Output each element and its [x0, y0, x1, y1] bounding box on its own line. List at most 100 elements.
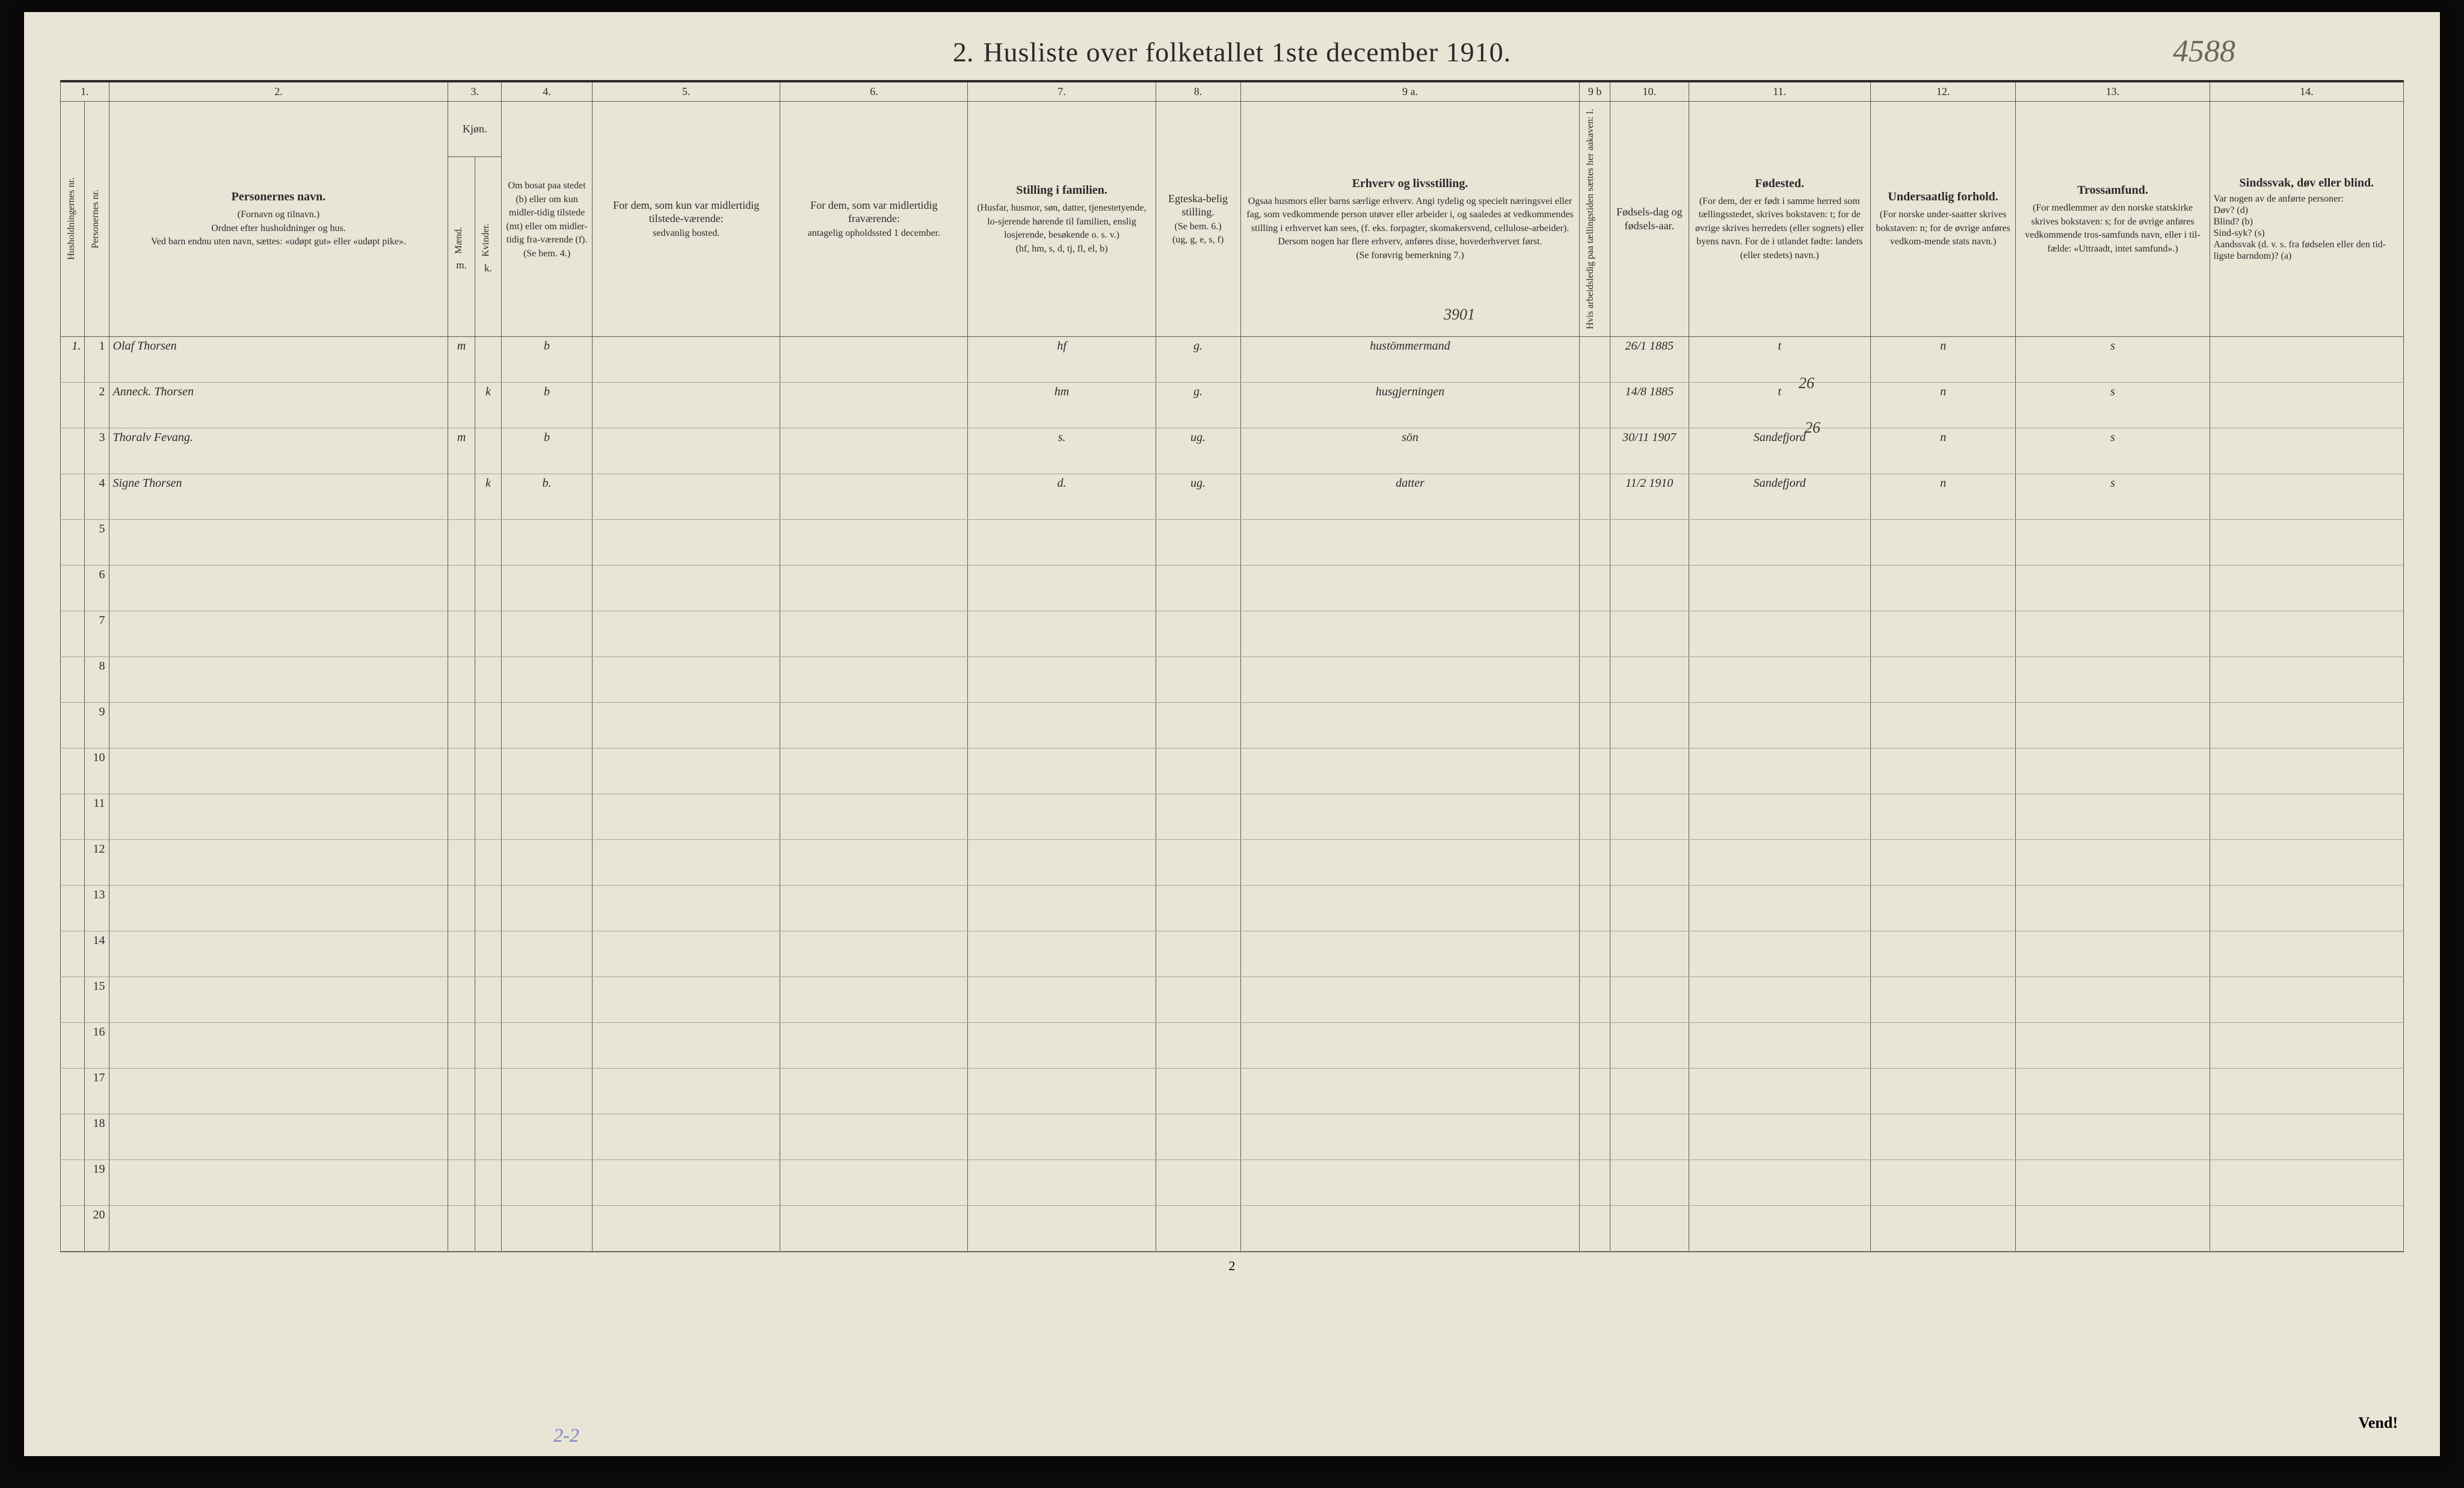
cell-c5 [593, 428, 780, 474]
cell-empty [1610, 977, 1689, 1022]
cell-sex-k [475, 428, 501, 474]
cell-sex-k [475, 336, 501, 382]
cell-empty [1156, 794, 1240, 839]
cell-empty [780, 656, 968, 702]
cell-empty [593, 839, 780, 885]
table-row-empty: 9 [61, 702, 2404, 748]
table-row-empty: 15 [61, 977, 2404, 1022]
cell-empty [593, 702, 780, 748]
colnum-4: 4. [502, 82, 593, 101]
cell-religion: s [2016, 336, 2210, 382]
cell-empty [2210, 1068, 2403, 1114]
cell-empty [780, 794, 968, 839]
cell-unemployed [1580, 336, 1610, 382]
hdr-person-nr: Personernes nr. [85, 101, 109, 336]
cell-empty [1580, 565, 1610, 611]
cell-empty [1580, 977, 1610, 1022]
cell-person-nr: 20 [85, 1205, 109, 1251]
cell-empty [502, 977, 593, 1022]
colnum-5: 5. [593, 82, 780, 101]
cell-empty [475, 931, 501, 977]
cell-empty [1610, 1068, 1689, 1114]
cell-empty [1240, 1205, 1580, 1251]
cell-person-nr: 16 [85, 1022, 109, 1068]
hdr-sex-top: Kjøn. [448, 101, 502, 156]
cell-empty [1689, 1114, 1870, 1159]
cell-empty [2016, 1205, 2210, 1251]
bottom-mark: 2-2 [553, 1424, 579, 1446]
cell-empty [475, 1159, 501, 1205]
cell-empty [1610, 885, 1689, 931]
cell-c5 [593, 382, 780, 428]
cell-c6 [780, 428, 968, 474]
cell-empty [968, 565, 1156, 611]
cell-empty [1156, 1159, 1240, 1205]
handwritten-id: 4588 [2173, 34, 2235, 69]
table-row-empty: 18 [61, 1114, 2404, 1159]
cell-empty [1240, 885, 1580, 931]
cell-empty [780, 1205, 968, 1251]
cell-empty [1610, 611, 1689, 656]
cell-empty [1689, 977, 1870, 1022]
hdr-nationality: Undersaatlig forhold. (For norske under-… [1870, 101, 2016, 336]
cell-person-nr: 19 [85, 1159, 109, 1205]
cell-sex-m [448, 382, 475, 428]
cell-disability [2210, 382, 2403, 428]
table-row-empty: 12 [61, 839, 2404, 885]
cell-empty [2016, 885, 2210, 931]
cell-empty [1580, 702, 1610, 748]
cell-person-nr: 10 [85, 748, 109, 794]
cell-person-nr: 1 [85, 336, 109, 382]
hdr-occupation: Erhverv og livsstilling. Ogsaa husmors e… [1240, 101, 1580, 336]
cell-empty [2210, 519, 2403, 565]
cell-empty [1156, 656, 1240, 702]
table-row-empty: 11 [61, 794, 2404, 839]
cell-empty [61, 977, 85, 1022]
cell-empty [475, 1114, 501, 1159]
cell-empty [475, 839, 501, 885]
cell-person-nr: 11 [85, 794, 109, 839]
hdr-c6: For dem, som var midlertidig fraværende:… [780, 101, 968, 336]
cell-family-pos: hf [968, 336, 1156, 382]
cell-empty [109, 1159, 448, 1205]
cell-residence: b [502, 336, 593, 382]
cell-occupation: husgjerningen [1240, 382, 1580, 428]
cell-empty [968, 1114, 1156, 1159]
cell-person-nr: 15 [85, 977, 109, 1022]
colnum-12: 12. [1870, 82, 2016, 101]
cell-empty [475, 565, 501, 611]
hdr-dob: Fødsels-dag og fødsels-aar. [1610, 101, 1689, 336]
cell-unemployed [1580, 474, 1610, 519]
cell-empty [593, 1068, 780, 1114]
page-title: Husliste over folketallet 1ste december … [983, 37, 1511, 67]
cell-empty [61, 519, 85, 565]
cell-empty [2016, 611, 2210, 656]
cell-empty [1870, 1022, 2016, 1068]
cell-empty [2016, 931, 2210, 977]
cell-empty [968, 1205, 1156, 1251]
cell-empty [448, 1022, 475, 1068]
cell-household-nr: 1. [61, 336, 85, 382]
colnum-11: 11. [1689, 82, 1870, 101]
cell-empty [2210, 565, 2403, 611]
table-row: 4Signe Thorsenkb.d.ug.datter11/2 1910San… [61, 474, 2404, 519]
cell-empty [593, 611, 780, 656]
cell-empty [1156, 977, 1240, 1022]
cell-empty [1156, 885, 1240, 931]
cell-disability [2210, 428, 2403, 474]
cell-empty [109, 1114, 448, 1159]
cell-empty [448, 702, 475, 748]
cell-name: Signe Thorsen [109, 474, 448, 519]
cell-empty [2016, 977, 2210, 1022]
cell-c6 [780, 382, 968, 428]
cell-empty [593, 885, 780, 931]
cell-person-nr: 18 [85, 1114, 109, 1159]
census-table: 1. 2. 3. 4. 5. 6. 7. 8. 9 a. 9 b 10. 11.… [60, 82, 2404, 1252]
table-wrapper: 1. 2. 3. 4. 5. 6. 7. 8. 9 a. 9 b 10. 11.… [60, 80, 2404, 1252]
cell-empty [475, 1205, 501, 1251]
cell-empty [1610, 839, 1689, 885]
cell-empty [502, 519, 593, 565]
hdr-name: Personernes navn. (Fornavn og tilnavn.) … [109, 101, 448, 336]
cell-birthplace: Sandefjord [1689, 474, 1870, 519]
cell-empty [475, 1022, 501, 1068]
